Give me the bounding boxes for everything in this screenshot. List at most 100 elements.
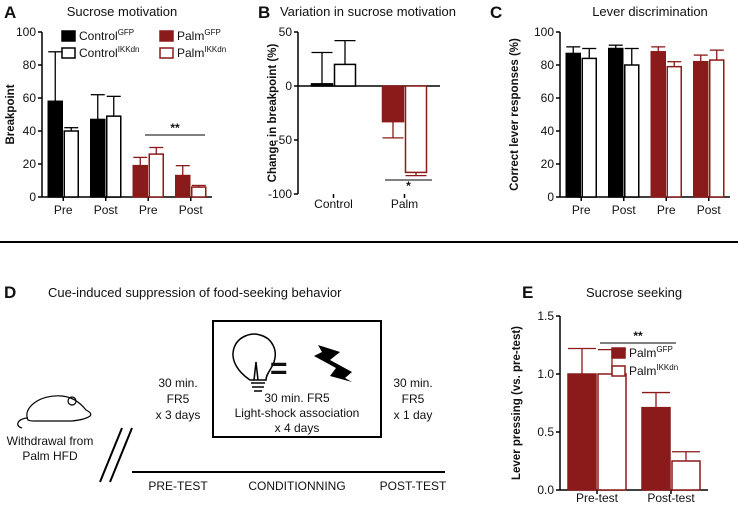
panel-letter: B [258, 3, 270, 22]
bar [650, 51, 666, 198]
y-tick-label: 1.0 [537, 367, 554, 381]
panel-letter: E [522, 283, 533, 302]
legend-name: Palm [177, 29, 204, 43]
legend-sup: IKKdn [118, 45, 140, 54]
legend-label: PalmGFP [177, 28, 221, 43]
y-tick-label: -50 [275, 133, 293, 147]
bar [191, 186, 207, 198]
bar [333, 63, 357, 87]
pre-text: FR5 [167, 392, 190, 406]
legend-sup: IKKdn [204, 45, 226, 54]
conditioning-box [212, 320, 382, 438]
legend-name: Palm [629, 364, 656, 378]
x-tick-label: Control [314, 197, 353, 211]
x-tick-label: Post-test [647, 491, 695, 505]
legend-swatch [61, 47, 76, 59]
pre-text: x 3 days [156, 408, 201, 422]
legend-swatch [611, 347, 626, 359]
y-tick-label: 0 [547, 190, 554, 204]
post-text: FR5 [402, 392, 425, 406]
y-tick-label: 80 [23, 58, 37, 72]
equals-sign: = [270, 352, 288, 385]
bar [404, 85, 428, 174]
post-text: x 1 day [394, 408, 433, 422]
x-tick-label: Pre [54, 203, 73, 217]
legend-sup: GFP [656, 345, 672, 354]
y-tick-label: 0.5 [537, 425, 554, 439]
legend-name: Control [79, 29, 118, 43]
y-tick-label: 100 [16, 25, 36, 39]
y-tick-label: 40 [541, 124, 555, 138]
bar [581, 57, 597, 198]
x-tick-label: Post [179, 203, 204, 217]
chart-title: Sucrose motivation [67, 4, 178, 19]
y-tick-label: 60 [23, 91, 37, 105]
significance-mark: ** [633, 329, 643, 343]
legend-sup: IKKdn [656, 363, 678, 372]
legend-name: Palm [177, 46, 204, 60]
legend-swatch [159, 30, 174, 42]
bar [693, 60, 709, 198]
y-tick-label: 20 [541, 157, 555, 171]
y-tick-label: 60 [541, 91, 555, 105]
chart-panel: B Variation in sucrose motivation Change i… [258, 3, 456, 211]
conditioning-text: Light-shock association [235, 406, 360, 420]
bar [709, 59, 725, 198]
y-tick-label: -100 [268, 187, 292, 201]
conditioning-text: 30 min. FR5 [264, 391, 330, 405]
y-axis-label: Lever pressing (vs. pre-test) [511, 326, 523, 480]
significance-mark: ** [170, 121, 180, 135]
bar [310, 83, 334, 87]
mouse-icon [17, 395, 92, 429]
panel-letter: A [4, 3, 16, 22]
panel-letter: D [4, 283, 16, 302]
y-tick-label: 20 [23, 157, 37, 171]
bar [90, 118, 106, 198]
panel-letter: C [490, 3, 502, 22]
legend-label: ControlGFP [79, 28, 134, 43]
legend-name: Palm [629, 346, 656, 360]
conditioning-text: x 4 days [275, 421, 320, 435]
legend-swatch [61, 30, 76, 42]
phase-label: CONDITIONNING [248, 479, 345, 493]
time-break [99, 427, 133, 483]
diagram: D Cue-induced suppression of food-seekin… [4, 283, 447, 493]
bar [106, 115, 122, 198]
bulb-icon [232, 333, 276, 392]
post-text: 30 min. [393, 376, 432, 390]
legend-sup: GFP [204, 28, 220, 37]
withdrawal-text: Withdrawal from [7, 434, 94, 448]
bar [175, 174, 191, 198]
legend-swatch [611, 365, 626, 377]
bar [565, 52, 581, 198]
chart-title: Sucrose seeking [586, 285, 682, 300]
significance-mark: * [406, 179, 411, 193]
y-tick-label: 1.5 [537, 309, 554, 323]
x-tick-label: Pre-test [576, 491, 619, 505]
x-tick-label: Palm [391, 197, 418, 211]
y-tick-label: 80 [541, 58, 555, 72]
phase-label: PRE-TEST [148, 479, 208, 493]
bar [666, 65, 682, 198]
legend-swatch [159, 47, 174, 59]
y-tick-label: 0 [285, 79, 292, 93]
chart-panel: E Sucrose seeking Lever pressing (vs. pre-… [511, 283, 708, 505]
y-axis-label: Change in breakpoint (%) [267, 44, 279, 183]
bar [148, 153, 164, 198]
chart-panel: A Sucrose motivation Breakpoint 0 20 40 60 80 10… [4, 3, 226, 217]
y-tick-label: 100 [534, 25, 554, 39]
shock-icon [314, 345, 352, 382]
x-tick-label: Pre [139, 203, 158, 217]
diagram-title: Cue-induced suppression of food-seeking … [48, 285, 342, 300]
bar [132, 164, 148, 198]
bar [567, 373, 597, 491]
chart-title: Variation in sucrose motivation [280, 4, 456, 19]
legend-label: PalmIKKdn [177, 45, 226, 60]
legend-label: PalmGFP [629, 345, 673, 360]
bar [608, 47, 624, 198]
x-tick-label: Pre [657, 203, 676, 217]
y-axis-label: Correct lever responses (%) [509, 38, 521, 191]
legend-label: PalmIKKdn [629, 363, 678, 378]
y-tick-label: 0 [29, 190, 36, 204]
